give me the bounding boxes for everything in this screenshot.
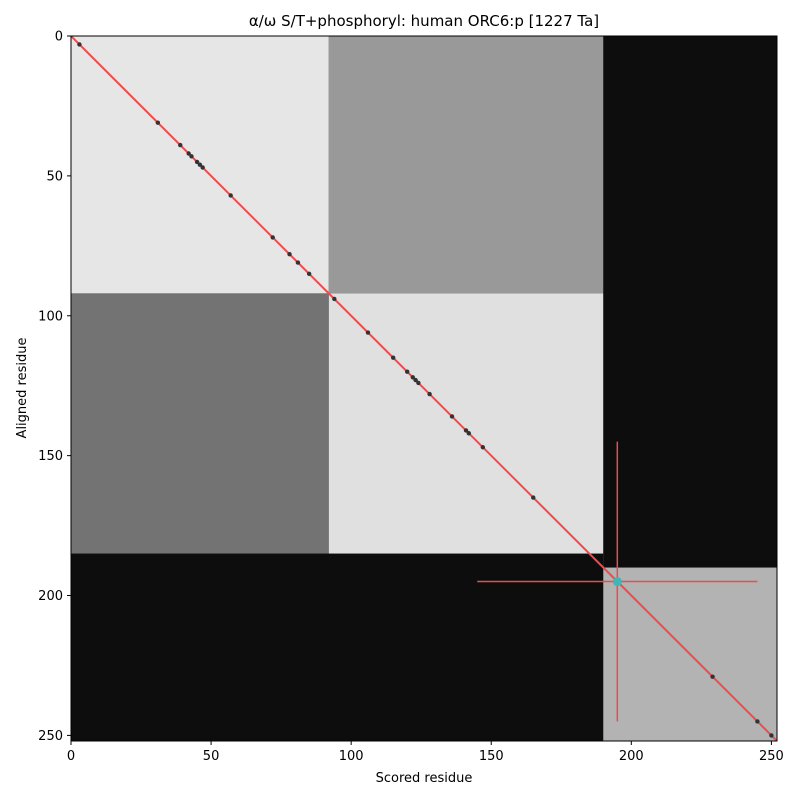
diagonal-point	[404, 369, 410, 374]
diagonal-point	[480, 445, 486, 450]
diagonal-point	[710, 674, 715, 679]
diagonal-point	[200, 165, 205, 170]
chart-title: α/ω S/T+phosphoryl: human ORC6:p [1227 T…	[249, 12, 599, 30]
diagonal-point	[769, 733, 774, 738]
x-axis-label: Scored residue	[376, 771, 473, 786]
diagonal-point	[186, 151, 191, 156]
diagonal-point	[189, 154, 194, 159]
diagonal-point	[449, 414, 455, 419]
diagonal-point	[427, 391, 432, 397]
diagonal-point	[332, 296, 337, 302]
diagonal-point	[755, 719, 760, 724]
diagonal-point	[390, 355, 396, 360]
diagonal-point	[295, 260, 301, 265]
diagonal-point	[77, 42, 82, 47]
heatmap-region-3	[71, 293, 329, 554]
selected-marker	[612, 577, 622, 587]
x-tick-label: 250	[759, 749, 784, 764]
y-tick-label: 0	[55, 30, 63, 45]
diagonal-point	[287, 252, 292, 257]
diagonal-point	[197, 162, 203, 167]
diagonal-point	[178, 142, 183, 148]
plot-frame	[70, 35, 778, 742]
y-tick-label: 50	[46, 169, 63, 184]
diagonal-point	[416, 380, 421, 386]
y-tick-label: 100	[38, 309, 63, 324]
plot-area	[71, 36, 777, 741]
x-tick-label: 0	[67, 749, 75, 764]
diagonal-point	[531, 495, 536, 500]
x-tick-label: 100	[339, 749, 364, 764]
x-tick-label: 200	[619, 749, 644, 764]
y-tick-label: 150	[38, 449, 63, 464]
diagonal-point	[365, 330, 371, 335]
x-tick-label: 50	[203, 749, 220, 764]
diagonal-point	[270, 235, 275, 240]
diagonal-point	[466, 431, 472, 436]
diagonal-point	[410, 375, 415, 380]
y-axis: 0 50 100 150 200 250	[38, 30, 71, 744]
x-axis: 0 50 100 150 200 250	[67, 741, 784, 764]
y-tick-label: 250	[38, 729, 63, 744]
diagonal-point	[155, 120, 161, 125]
heatmap-region-4	[328, 36, 604, 294]
diagonal-point	[463, 428, 469, 433]
diagonal-point	[413, 377, 418, 383]
diagonal-point	[228, 193, 233, 198]
x-tick-label: 150	[479, 749, 504, 764]
diagonal-point	[306, 271, 312, 276]
y-axis-label: Aligned residue	[15, 338, 30, 439]
overlay	[71, 36, 777, 741]
heatmap-region-5	[71, 553, 604, 741]
diagonal-point	[194, 159, 200, 165]
y-tick-label: 200	[38, 589, 63, 604]
